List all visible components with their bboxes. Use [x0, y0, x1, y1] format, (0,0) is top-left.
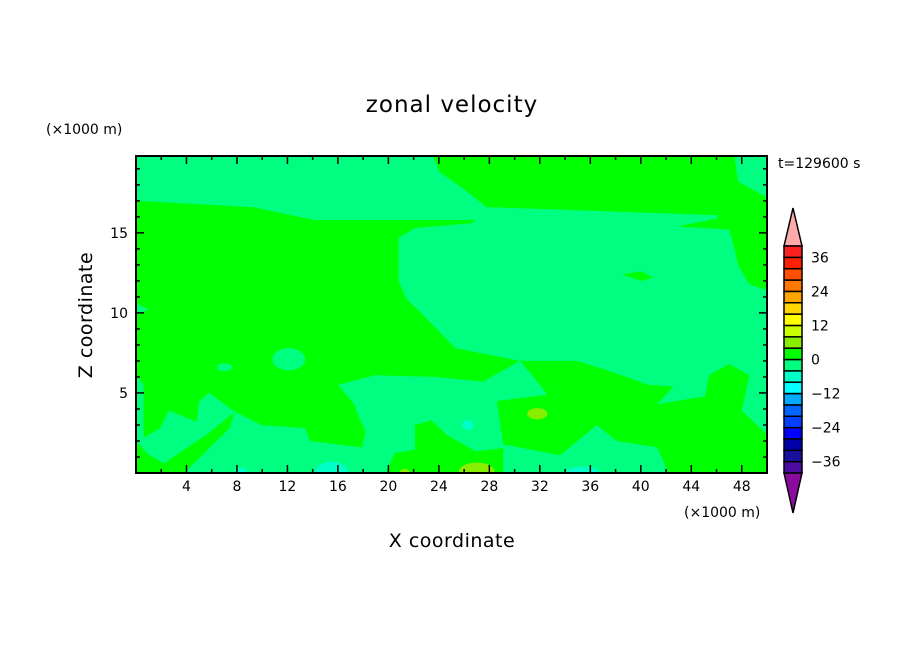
x-unit-label: (×1000 m)	[684, 505, 760, 521]
x-tick-label: 36	[581, 479, 599, 495]
colorbar-label: −24	[811, 421, 841, 437]
plot-frame	[135, 155, 768, 474]
chart-title: zonal velocity	[366, 92, 538, 118]
colorbar-swatch	[783, 279, 803, 293]
colorbar-swatch	[783, 324, 803, 338]
colorbar-swatch	[783, 267, 803, 281]
colorbar-swatch	[783, 245, 803, 259]
time-label: t=129600 s	[778, 156, 860, 172]
x-tick-label: 4	[182, 479, 191, 495]
contour-region	[136, 200, 520, 448]
y-axis-label: Z coordinate	[75, 252, 97, 378]
colorbar-swatch	[783, 381, 803, 395]
colorbar-swatch	[783, 347, 803, 361]
x-tick-label: 12	[279, 479, 297, 495]
contour-region	[621, 271, 654, 281]
colorbar-swatch	[783, 426, 803, 440]
colorbar-swatch	[783, 358, 803, 372]
colorbar-over-arrow	[783, 207, 803, 247]
x-tick-label: 32	[531, 479, 549, 495]
x-tick-label: 44	[682, 479, 700, 495]
colorbar-swatch	[783, 313, 803, 327]
x-tick-label: 24	[430, 479, 448, 495]
y-tick-label: 10	[110, 306, 128, 322]
contour-region	[236, 467, 248, 473]
colorbar-swatch	[783, 302, 803, 315]
contour-region	[399, 468, 410, 473]
colorbar-swatch	[783, 290, 803, 304]
contour-region	[315, 461, 349, 473]
x-tick-label: 8	[232, 479, 241, 495]
colorbar-swatch	[783, 460, 803, 474]
contour-region	[496, 360, 767, 473]
x-tick-label: 16	[329, 479, 347, 495]
contour-region	[216, 363, 232, 372]
colorbar-label: 36	[811, 250, 829, 266]
colorbar-swatch	[783, 392, 803, 406]
y-tick-label: 5	[119, 386, 128, 402]
colorbar-swatch	[783, 415, 803, 429]
colorbar-swatch	[783, 336, 803, 349]
colorbar-label: 12	[811, 318, 829, 334]
colorbar-swatch	[783, 370, 803, 383]
x-tick-label: 28	[480, 479, 498, 495]
contour-region	[462, 420, 474, 430]
contour-region	[459, 462, 495, 473]
contour-region	[272, 348, 306, 371]
x-tick-label: 48	[733, 479, 751, 495]
colorbar-label: 24	[811, 284, 829, 300]
contour-fills	[136, 156, 767, 473]
x-tick-label: 20	[379, 479, 397, 495]
contour-region	[433, 156, 767, 291]
plot-area	[136, 156, 767, 473]
colorbar-label: −36	[811, 455, 841, 471]
x-tick-label: 40	[632, 479, 650, 495]
x-axis-label: X coordinate	[389, 530, 515, 552]
colorbar-label: 0	[811, 353, 820, 369]
colorbar-under-arrow	[783, 472, 803, 514]
y-tick-label: 15	[110, 226, 128, 242]
contour-region	[385, 420, 504, 473]
y-unit-label: (×1000 m)	[46, 122, 122, 138]
colorbar-label: −12	[811, 387, 841, 403]
colorbar: 36 24 12 0 −12 −24 −36	[783, 207, 841, 514]
contour-region	[136, 412, 235, 473]
colorbar-swatch	[783, 438, 803, 452]
colorbar-swatch	[783, 404, 803, 417]
colorbar-swatch	[783, 256, 803, 270]
colorbar-swatch	[783, 449, 803, 463]
contour-region	[527, 408, 548, 420]
